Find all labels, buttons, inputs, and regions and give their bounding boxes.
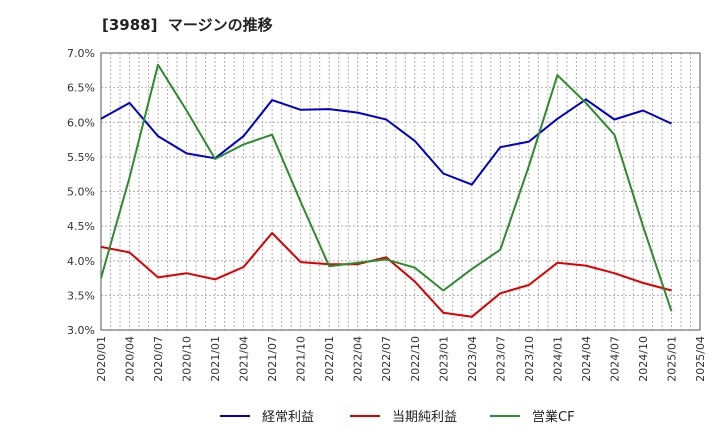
chart-title: [3988] マージンの推移: [102, 16, 273, 34]
y-tick-label: 7.0%: [67, 47, 95, 60]
x-tick-label: 2023/04: [466, 336, 479, 382]
x-tick-label: 2025/01: [665, 336, 678, 382]
x-tick-label: 2020/04: [124, 336, 137, 382]
x-tick-label: 2023/10: [523, 336, 536, 382]
legend-label-1: 当期純利益: [392, 410, 457, 425]
y-tick-label: 4.5%: [67, 220, 95, 233]
plot-frame: [100, 52, 701, 331]
y-tick-label: 6.5%: [67, 82, 95, 95]
x-tick-label: 2021/04: [238, 336, 251, 382]
x-tick-label: 2022/04: [352, 336, 365, 382]
x-tick-label: 2021/10: [295, 336, 308, 382]
series-line-0: [100, 98, 672, 186]
x-tick-label: 2021/01: [209, 336, 222, 382]
x-tick-label: 2020/01: [95, 336, 108, 382]
y-tick-label: 5.0%: [67, 186, 95, 199]
x-tick-label: 2020/07: [152, 336, 165, 382]
x-tick-label: 2022/01: [323, 336, 336, 382]
series-line-1: [100, 232, 672, 318]
x-tick-label: 2024/07: [608, 336, 621, 382]
legend-label-0: 経常利益: [262, 410, 314, 425]
x-tick-label: 2025/04: [694, 336, 707, 382]
x-tick-label: 2021/07: [266, 336, 279, 382]
x-tick-label: 2024/10: [637, 336, 650, 382]
x-tick-label: 2022/10: [409, 336, 422, 382]
x-tick-label: 2023/07: [494, 336, 507, 382]
legend-label-2: 営業CF: [532, 409, 575, 425]
y-tick-label: 3.5%: [67, 289, 95, 302]
y-tick-label: 6.0%: [67, 116, 95, 129]
x-tick-label: 2022/07: [380, 336, 393, 382]
x-tick-label: 2023/01: [437, 336, 450, 382]
series-line-2: [100, 63, 673, 312]
x-tick-label: 2020/10: [181, 336, 194, 382]
x-tick-label: 2024/04: [580, 336, 593, 382]
y-tick-label: 4.0%: [67, 255, 95, 268]
y-tick-label: 5.5%: [67, 151, 95, 164]
plot-area: [101, 53, 700, 330]
y-tick-label: 3.0%: [67, 324, 95, 337]
x-tick-label: 2024/01: [551, 336, 564, 382]
